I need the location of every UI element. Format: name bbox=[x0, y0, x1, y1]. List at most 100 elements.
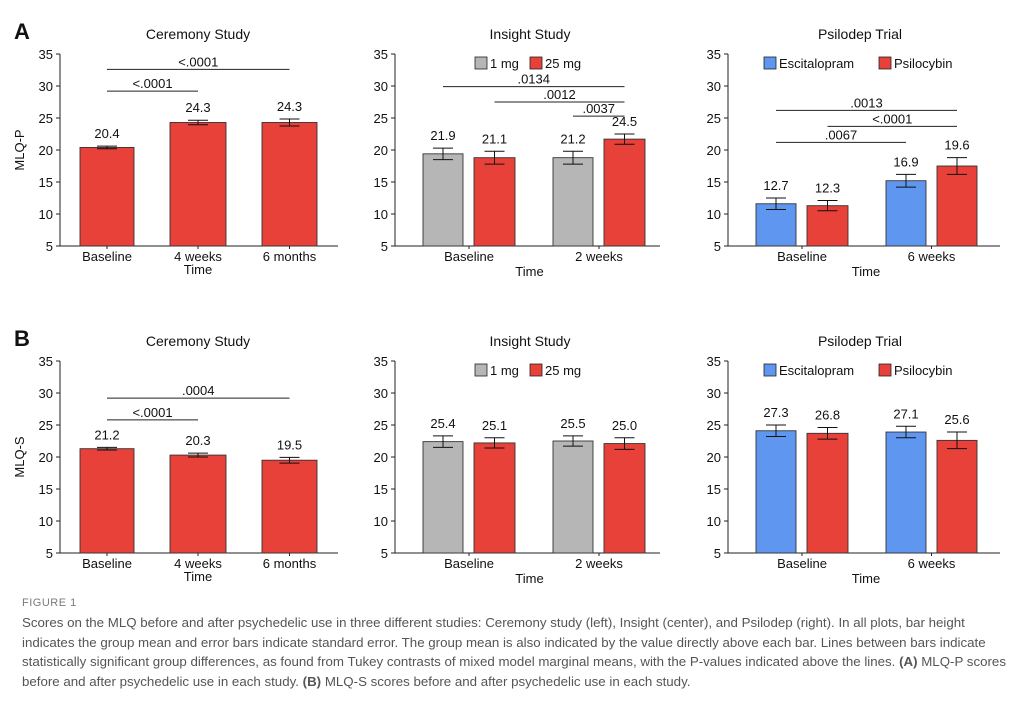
chart-b-3-value-label: 25.6 bbox=[944, 412, 969, 427]
chart-b-3-y-tick-label: 5 bbox=[714, 546, 721, 561]
chart-b-3-value-label: 27.1 bbox=[893, 406, 918, 421]
chart-b-2-title: Insight Study bbox=[490, 333, 571, 349]
chart-b-1-bar bbox=[261, 459, 318, 554]
chart-a-3-legend-label-2: Psilocybin bbox=[894, 56, 953, 71]
chart-b-3-legend-swatch-2 bbox=[878, 363, 892, 377]
chart-b-3-x-axis-title: Time bbox=[852, 571, 880, 586]
chart-a-3-y-tick-label: 5 bbox=[714, 239, 721, 254]
chart-a-1-y-tick-label: 10 bbox=[39, 207, 53, 222]
chart-a-2-value-label: 21.1 bbox=[482, 131, 507, 146]
chart-a-2-y-tick-label: 15 bbox=[374, 175, 388, 190]
chart-a-1-x-tick-label: Baseline bbox=[82, 249, 132, 264]
chart-a-2-comparison-label: .0012 bbox=[543, 87, 576, 102]
chart-b-3-legend-label-1: Escitalopram bbox=[779, 363, 854, 378]
chart-b-3-bar bbox=[806, 432, 849, 554]
chart-b-2-y-tick-label: 5 bbox=[381, 546, 388, 561]
chart-a-2-bar bbox=[552, 157, 594, 247]
chart-a-3-y-tick-label: 10 bbox=[707, 207, 721, 222]
chart-b-3-y-tick-label: 30 bbox=[707, 386, 721, 401]
chart-b-1-value-label: 21.2 bbox=[94, 427, 119, 442]
chart-b-1-bar bbox=[169, 454, 227, 554]
chart-b-1-x-tick-label: 4 weeks bbox=[174, 556, 222, 571]
chart-a-2-y-tick-label: 35 bbox=[374, 47, 388, 62]
chart-a-2-x-axis-title: Time bbox=[515, 264, 543, 279]
chart-b-2-x-tick-label: Baseline bbox=[444, 556, 494, 571]
chart-a-3-y-tick-label: 25 bbox=[707, 111, 721, 126]
chart-b-3-x-tick-label: 6 weeks bbox=[908, 556, 956, 571]
caption-b-text: MLQ-S scores before and after psychedeli… bbox=[324, 673, 691, 689]
chart-a-3-value-label: 12.7 bbox=[763, 178, 788, 193]
figure-caption: Scores on the MLQ before and after psych… bbox=[22, 613, 1007, 691]
chart-b-1-value-label: 20.3 bbox=[185, 433, 210, 448]
chart-a-3-bar bbox=[936, 165, 978, 247]
chart-a-1-value-label: 24.3 bbox=[185, 100, 210, 115]
chart-a-2-comparison-label: .0134 bbox=[517, 72, 550, 87]
caption-a-text: MLQ-P scores before and after psychedeli… bbox=[22, 654, 1006, 689]
chart-a-3-legend-swatch-1 bbox=[763, 56, 777, 70]
chart-a-2-y-tick-label: 30 bbox=[374, 79, 388, 94]
chart-a-3-y-tick-label: 20 bbox=[707, 143, 721, 158]
chart-a-1-x-tick-label: 4 weeks bbox=[174, 249, 222, 264]
chart-a-2-value-label: 21.9 bbox=[430, 128, 455, 143]
chart-b-2-y-tick-label: 15 bbox=[374, 482, 388, 497]
chart-a-2-x-tick-label: 2 weeks bbox=[575, 249, 623, 264]
chart-a-3-x-axis-title: Time bbox=[852, 264, 880, 279]
chart-a-2-y-tick-label: 20 bbox=[374, 143, 388, 158]
chart-a-2-legend-label-1: 1 mg bbox=[490, 56, 519, 71]
y-axis-title-a: MLQ-P bbox=[12, 129, 27, 170]
chart-a-1-comparison-label: <.0001 bbox=[178, 54, 218, 69]
chart-b-2-value-label: 25.4 bbox=[430, 416, 455, 431]
chart-a-1-value-label: 20.4 bbox=[94, 126, 119, 141]
chart-a-2-value-label: 21.2 bbox=[560, 131, 585, 146]
chart-a-2-bar bbox=[422, 153, 464, 247]
panel-letter-b: B bbox=[14, 326, 30, 351]
chart-a-3-x-tick-label: 6 weeks bbox=[908, 249, 956, 264]
caption-b-label: (B) bbox=[302, 673, 322, 689]
chart-a-3-x-tick-label: Baseline bbox=[777, 249, 827, 264]
chart-a-1-y-tick-label: 20 bbox=[39, 143, 53, 158]
chart-a-1-title: Ceremony Study bbox=[146, 26, 250, 42]
chart-b-1-bar bbox=[79, 448, 135, 554]
chart-a-1-bar bbox=[169, 122, 227, 247]
chart-b-2-value-label: 25.1 bbox=[482, 418, 507, 433]
chart-b-1-y-tick-label: 15 bbox=[39, 482, 53, 497]
chart-a-2-value-label: 24.5 bbox=[612, 114, 637, 129]
chart-b-2-value-label: 25.0 bbox=[612, 418, 637, 433]
chart-b-2-y-tick-label: 20 bbox=[374, 450, 388, 465]
chart-a-2-y-tick-label: 25 bbox=[374, 111, 388, 126]
chart-b-2-bar bbox=[422, 441, 464, 554]
chart-b-3-bar bbox=[755, 430, 797, 554]
chart-b-3-y-tick-label: 10 bbox=[707, 514, 721, 529]
chart-b-2-y-tick-label: 30 bbox=[374, 386, 388, 401]
chart-a-1-value-label: 24.3 bbox=[277, 99, 302, 114]
chart-b-3-legend-label-2: Psilocybin bbox=[894, 363, 953, 378]
chart-b-1-y-tick-label: 30 bbox=[39, 386, 53, 401]
chart-b-3-bar bbox=[885, 431, 927, 554]
chart-b-1-y-tick-label: 10 bbox=[39, 514, 53, 529]
chart-b-2-y-tick-label: 35 bbox=[374, 354, 388, 369]
chart-a-1-x-tick-label: 6 months bbox=[263, 249, 317, 264]
chart-a-1-x-axis-title: Time bbox=[184, 262, 212, 277]
chart-b-3-bar bbox=[936, 439, 978, 554]
chart-a-1-y-tick-label: 35 bbox=[39, 47, 53, 62]
chart-a-3-y-tick-label: 15 bbox=[707, 175, 721, 190]
chart-a-3-value-label: 16.9 bbox=[893, 154, 918, 169]
chart-a-2-comparison-label: .0037 bbox=[582, 101, 615, 116]
chart-b-2-bar bbox=[473, 442, 516, 554]
chart-b-1-comparison-label: .0004 bbox=[182, 383, 215, 398]
chart-b-2-bar bbox=[552, 440, 594, 554]
caption-a-label: (A) bbox=[899, 654, 918, 669]
chart-b-2-y-tick-label: 10 bbox=[374, 514, 388, 529]
chart-b-2-y-tick-label: 25 bbox=[374, 418, 388, 433]
chart-b-3-y-tick-label: 25 bbox=[707, 418, 721, 433]
chart-b-1-x-axis-title: Time bbox=[184, 569, 212, 584]
chart-b-3-y-tick-label: 20 bbox=[707, 450, 721, 465]
chart-a-2-bar bbox=[603, 138, 646, 247]
chart-a-3-comparison-label: <.0001 bbox=[872, 111, 912, 126]
chart-a-2-legend-label-2: 25 mg bbox=[545, 56, 581, 71]
chart-b-1-y-tick-label: 20 bbox=[39, 450, 53, 465]
chart-a-1-bar bbox=[79, 146, 135, 247]
chart-b-2-legend-swatch-2 bbox=[529, 363, 543, 377]
chart-a-2-y-tick-label: 5 bbox=[381, 239, 388, 254]
figure-canvas: A MLQ-P B MLQ-S Ceremony Study 5 10 15 20 25 30 35 2… bbox=[12, 19, 1000, 586]
